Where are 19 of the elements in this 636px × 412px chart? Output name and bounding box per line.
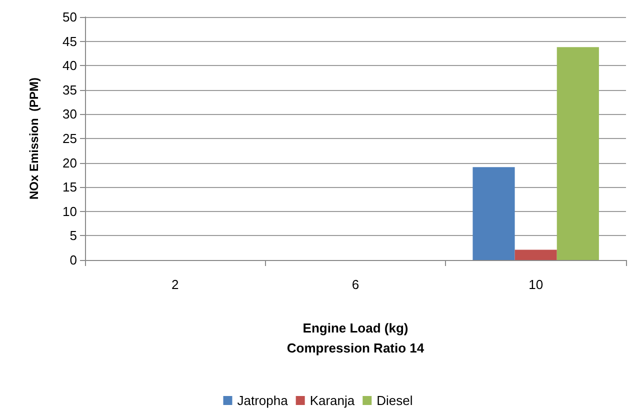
y-tick-label: 40 (62, 58, 77, 74)
y-tick-label: 0 (70, 252, 77, 268)
x-tick-label: 2 (172, 277, 179, 292)
y-tick-label: 5 (70, 228, 77, 244)
y-tick-label: 20 (62, 155, 77, 170)
y-tick-label: 15 (62, 180, 77, 195)
x-tick-label: 6 (352, 277, 360, 292)
y-tick-label: 35 (62, 82, 77, 98)
y-tick-label: 25 (62, 131, 77, 146)
y-axis-title: NOx Emission (PPM) (27, 77, 41, 200)
x-axis-title: Engine Load (kg) Compression Ratio 14 (286, 320, 425, 356)
y-tick-label: 10 (62, 204, 77, 219)
x-tick-label: 10 (528, 277, 544, 292)
y-tick-label: 45 (62, 34, 77, 49)
legend-label: Diesel (376, 393, 413, 408)
legend-label: Karanja (310, 393, 356, 408)
legend-label: Jatropha (237, 393, 289, 408)
y-tick-label: 50 (62, 10, 77, 24)
y-tick-label: 30 (62, 106, 77, 122)
